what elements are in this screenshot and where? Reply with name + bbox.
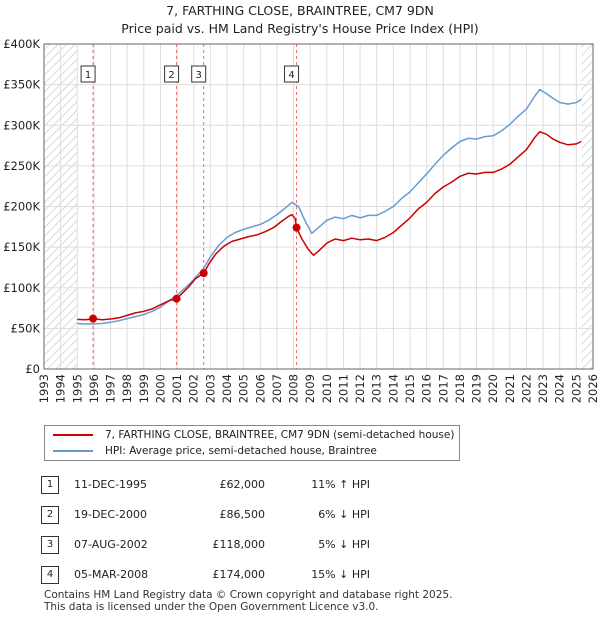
x-tick-label: 2012 <box>353 374 367 403</box>
legend-swatch-price <box>53 434 93 436</box>
price-chart: £0 £50K £100K £150K £200K £250K £300K £350K £400… <box>3 37 600 403</box>
x-tick-label: 2013 <box>370 374 384 403</box>
sale-date: 07-AUG-2002 <box>74 538 148 551</box>
footer-licence: This data is licensed under the Open Gov… <box>44 601 379 613</box>
y-tick-label: £100K <box>3 281 40 295</box>
y-tick-label: £200K <box>3 200 40 214</box>
x-tick-label: 2009 <box>303 374 317 403</box>
x-tick-label: 2005 <box>237 374 251 403</box>
x-tick-label: 1999 <box>137 374 151 403</box>
plot-border <box>43 43 594 370</box>
sale-point <box>199 269 208 278</box>
sale-hpi-diff: 5% ↓ HPI <box>318 538 370 551</box>
legend-item-price: 7, FARTHING CLOSE, BRAINTREE, CM7 9DN (s… <box>53 427 454 443</box>
y-tick-label: £300K <box>3 118 40 132</box>
x-tick-label: 2008 <box>287 374 301 403</box>
sale-hpi-diff: 15% ↓ HPI <box>311 568 370 581</box>
sale-price: £174,000 <box>212 568 266 581</box>
y-tick-label: £0 <box>25 362 40 376</box>
hpi-series-line <box>77 88 582 325</box>
sale-row: 4 05-MAR-2008 £174,000 15% ↓ HPI <box>0 566 600 586</box>
sale-point <box>89 314 98 323</box>
sale-marker-box <box>284 65 300 83</box>
x-tick-label: 2014 <box>386 374 400 403</box>
legend: 7, FARTHING CLOSE, BRAINTREE, CM7 9DN (s… <box>44 425 460 461</box>
chart-title-line1: 7, FARTHING CLOSE, BRAINTREE, CM7 9DN <box>166 3 434 18</box>
x-tick-label: 1994 <box>54 374 68 403</box>
sale-price: £118,000 <box>212 538 266 551</box>
x-tick-label: 2007 <box>270 374 284 403</box>
x-tick-label: 2001 <box>170 374 184 403</box>
x-tick-label: 2004 <box>220 374 234 403</box>
sale-number-badge: 4 <box>41 566 59 584</box>
sale-row: 2 19-DEC-2000 £86,500 6% ↓ HPI <box>0 506 600 526</box>
sale-row: 3 07-AUG-2002 £118,000 5% ↓ HPI <box>0 536 600 556</box>
chart-title: 7, FARTHING CLOSE, BRAINTREE, CM7 9DN Pr… <box>0 2 600 38</box>
y-tick-label: £250K <box>3 159 40 173</box>
sale-marker-label: 4 <box>288 70 294 81</box>
x-tick-label: 2022 <box>519 374 533 403</box>
sale-date: 19-DEC-2000 <box>74 508 148 521</box>
x-tick-label: 1998 <box>120 374 134 403</box>
sale-marker-box <box>191 65 207 83</box>
y-tick-label: £50K <box>11 321 41 335</box>
sale-hpi-diff: 11% ↑ HPI <box>311 478 370 491</box>
sale-price: £62,000 <box>219 478 266 491</box>
x-tick-label: 2020 <box>486 374 500 403</box>
legend-swatch-hpi <box>53 450 93 452</box>
x-tick-label: 2017 <box>436 374 450 403</box>
sale-date: 05-MAR-2008 <box>74 568 149 581</box>
x-tick-label: 2021 <box>503 374 517 403</box>
sale-number-badge: 2 <box>41 506 59 524</box>
x-tick-label: 1995 <box>70 374 84 403</box>
price-series-line <box>77 131 582 321</box>
sale-hpi-diff: 6% ↓ HPI <box>318 508 370 521</box>
chart-title-line2: Price paid vs. HM Land Registry's House … <box>121 21 479 36</box>
y-tick-label: £400K <box>3 37 40 51</box>
y-tick-label: £350K <box>3 78 40 92</box>
sale-row: 1 11-DEC-1995 £62,000 11% ↑ HPI <box>0 476 600 496</box>
x-tick-label: 2002 <box>187 374 201 403</box>
y-tick-label: £150K <box>3 240 40 254</box>
x-tick-label: 2024 <box>553 374 567 403</box>
x-tick-label: 2026 <box>586 374 600 403</box>
footer-copyright: Contains HM Land Registry data © Crown c… <box>44 589 453 601</box>
sale-marker-label: 2 <box>168 70 174 81</box>
legend-label-price: 7, FARTHING CLOSE, BRAINTREE, CM7 9DN (s… <box>105 429 455 441</box>
sale-marker-box <box>164 65 180 83</box>
sale-point <box>172 294 181 303</box>
x-tick-label: 2019 <box>470 374 484 403</box>
x-tick-label: 2025 <box>569 374 583 403</box>
footer: Contains HM Land Registry data © Crown c… <box>44 589 452 613</box>
sale-price: £86,500 <box>219 508 266 521</box>
legend-label-hpi: HPI: Average price, semi-detached house,… <box>105 445 377 457</box>
x-tick-label: 1997 <box>104 374 118 403</box>
x-tick-label: 2018 <box>453 374 467 403</box>
x-tick-label: 2010 <box>320 374 334 403</box>
x-tick-label: 2003 <box>203 374 217 403</box>
sale-point <box>292 223 301 232</box>
sale-marker-label: 1 <box>85 70 91 81</box>
sale-date: 11-DEC-1995 <box>74 478 148 491</box>
x-tick-label: 2006 <box>253 374 267 403</box>
sale-number-badge: 3 <box>41 536 59 554</box>
x-tick-label: 2011 <box>336 374 350 403</box>
x-tick-label: 1993 <box>37 374 51 403</box>
sale-marker-label: 3 <box>196 70 202 81</box>
x-tick-label: 2023 <box>536 374 550 403</box>
x-tick-label: 1996 <box>87 374 101 403</box>
x-tick-label: 2016 <box>420 374 434 403</box>
x-tick-label: 2015 <box>403 374 417 403</box>
sale-marker-box <box>80 65 96 83</box>
x-tick-label: 2000 <box>153 374 167 403</box>
sale-number-badge: 1 <box>41 476 59 494</box>
legend-item-hpi: HPI: Average price, semi-detached house,… <box>53 443 377 459</box>
